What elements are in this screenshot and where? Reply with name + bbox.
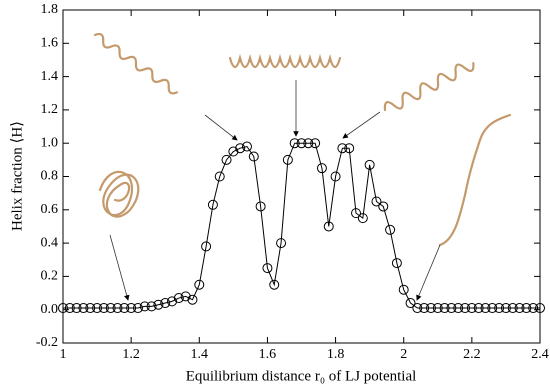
data-point: [85, 303, 96, 314]
data-point: [303, 138, 314, 149]
data-point: [282, 154, 293, 165]
data-point: [412, 303, 423, 314]
data-point: [160, 298, 171, 309]
data-point: [480, 303, 491, 314]
y-tick-label: 0.0: [41, 302, 59, 317]
data-point: [255, 201, 266, 212]
data-point: [378, 201, 389, 212]
x-tick-label: 2.2: [463, 347, 481, 362]
data-point: [323, 221, 334, 232]
data-point: [64, 303, 75, 314]
data-point: [351, 208, 362, 219]
data-point: [453, 303, 464, 314]
data-point: [473, 303, 484, 314]
data-point: [119, 303, 130, 314]
data-point: [514, 303, 525, 314]
data-point: [289, 138, 300, 149]
data-point: [528, 303, 539, 314]
data-point: [446, 303, 457, 314]
data-point: [139, 301, 150, 312]
data-point: [126, 303, 137, 314]
x-tick-label: 1: [60, 347, 67, 362]
data-point: [201, 241, 212, 252]
data-point: [535, 303, 545, 314]
y-axis-label: Helix fraction ⟨H⟩: [9, 121, 25, 231]
data-point: [78, 303, 89, 314]
y-tick-label: 1.6: [41, 36, 59, 51]
data-point: [187, 294, 198, 305]
x-axis-label: Equilibrium distance r₀ of LJ potential: [186, 368, 417, 384]
data-point: [112, 303, 123, 314]
data-point: [507, 303, 518, 314]
x-tick-label: 1.2: [122, 347, 140, 362]
data-point: [241, 141, 252, 152]
data-point: [207, 199, 218, 210]
data-point: [439, 303, 450, 314]
data-point: [500, 303, 511, 314]
y-tick-label: 1.4: [41, 69, 59, 84]
data-point: [248, 151, 259, 162]
x-tick-label: 1.6: [259, 347, 277, 362]
annotations: [93, 32, 512, 301]
data-point: [385, 224, 396, 235]
y-tick-label: 1.2: [41, 102, 59, 117]
data-point: [262, 263, 273, 274]
x-tick-label: 2: [400, 347, 407, 362]
data-point: [153, 299, 164, 310]
data-point: [194, 279, 205, 290]
data-point: [228, 146, 239, 157]
data-point: [364, 159, 375, 170]
data-point: [494, 303, 505, 314]
data-point: [235, 143, 246, 154]
data-point: [167, 296, 178, 307]
data-point: [98, 303, 109, 314]
data-point: [316, 163, 327, 174]
y-tick-label: 0.4: [41, 235, 59, 250]
y-tick-label: 1.0: [41, 135, 59, 150]
data-point: [398, 284, 409, 295]
x-tick-label: 2.4: [531, 347, 549, 362]
data-point: [173, 293, 184, 304]
data-point: [71, 303, 82, 314]
y-tick-label: 0.6: [41, 202, 59, 217]
data-point: [432, 303, 443, 314]
data-point: [296, 138, 307, 149]
x-tick-label: 1.4: [191, 347, 209, 362]
y-tick-label: 0.2: [41, 269, 59, 284]
data-point: [180, 291, 191, 302]
data-point: [371, 196, 382, 207]
data-point: [419, 303, 430, 314]
data-point: [425, 303, 436, 314]
x-tick-label: 1.8: [327, 347, 345, 362]
data-point: [310, 138, 321, 149]
y-tick-label: 0.8: [41, 169, 59, 184]
data-point: [357, 213, 368, 224]
y-tick-label: 1.8: [41, 2, 59, 17]
data-line: [63, 142, 540, 309]
data-point: [146, 301, 157, 312]
data-point: [487, 303, 498, 314]
data-point: [330, 171, 341, 182]
data-point: [132, 303, 143, 314]
data-point: [466, 303, 477, 314]
y-tick-label: -0.2: [36, 335, 58, 350]
data-point: [391, 258, 402, 269]
data-point: [521, 303, 532, 314]
data-point: [58, 303, 68, 314]
data-point: [405, 298, 416, 309]
data-point: [221, 154, 232, 165]
data-point: [269, 279, 280, 290]
data-point: [344, 143, 355, 154]
data-point: [92, 303, 103, 314]
data-point: [460, 303, 471, 314]
data-point: [105, 303, 116, 314]
data-point: [214, 171, 225, 182]
data-point: [276, 238, 287, 249]
data-point: [337, 143, 348, 154]
